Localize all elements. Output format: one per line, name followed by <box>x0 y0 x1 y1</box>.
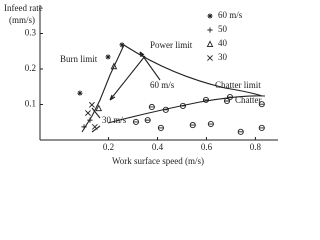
point <box>88 101 95 108</box>
legend-label: 40 <box>218 38 228 48</box>
annotation: Power limit <box>150 40 193 50</box>
point <box>87 117 93 123</box>
x-tick-label: 0.8 <box>250 142 262 152</box>
x-axis-label: Work surface speed (m/s) <box>112 156 204 166</box>
x-tick-label: 0.6 <box>201 142 213 152</box>
x-tick-label: 0.2 <box>103 142 114 152</box>
legend-marker <box>206 40 214 48</box>
point <box>110 62 118 70</box>
point <box>119 42 125 48</box>
point <box>179 102 187 109</box>
y-tick-label: 0.3 <box>25 28 37 38</box>
point <box>189 122 196 129</box>
point <box>144 117 151 124</box>
legend-label: 60 m/s <box>218 10 243 20</box>
annotation: 60 m/s <box>150 80 175 90</box>
legend-marker <box>207 27 213 33</box>
point <box>202 96 210 103</box>
x-tick-label: 0.4 <box>152 142 164 152</box>
point <box>258 124 265 131</box>
speed-arrow <box>91 107 101 133</box>
point <box>77 90 83 96</box>
legend-label: 30 <box>218 52 228 62</box>
point <box>162 106 169 113</box>
point <box>258 101 265 108</box>
legend-label: 50 <box>218 24 228 34</box>
point <box>207 121 214 128</box>
chatter-limit-line <box>107 95 266 124</box>
speed-arrow <box>139 51 161 81</box>
legend-marker <box>223 98 231 104</box>
y-axis-label: (mm/s) <box>9 15 35 25</box>
power-limit-line <box>123 44 263 97</box>
y-tick-label: 0.1 <box>25 99 36 109</box>
point <box>157 124 164 131</box>
annotation: 30 m/s <box>102 115 127 125</box>
legend-marker <box>207 13 213 19</box>
point <box>95 104 103 112</box>
point <box>148 104 155 110</box>
annotation: Burn limit <box>60 54 98 64</box>
power-arrow <box>109 55 146 101</box>
point <box>91 123 98 130</box>
chart: Infeed rate (mm/s) Work surface speed (m… <box>4 3 278 166</box>
annotation: Chatter limit <box>215 80 261 90</box>
legend-marker <box>207 55 213 61</box>
point <box>105 54 111 60</box>
legend-label: Chatter <box>235 95 262 105</box>
y-tick-label: 0.2 <box>25 63 36 73</box>
point <box>237 128 244 135</box>
point <box>132 118 140 125</box>
point <box>85 110 91 116</box>
y-axis-label: Infeed rate <box>4 3 43 13</box>
point <box>81 124 87 130</box>
